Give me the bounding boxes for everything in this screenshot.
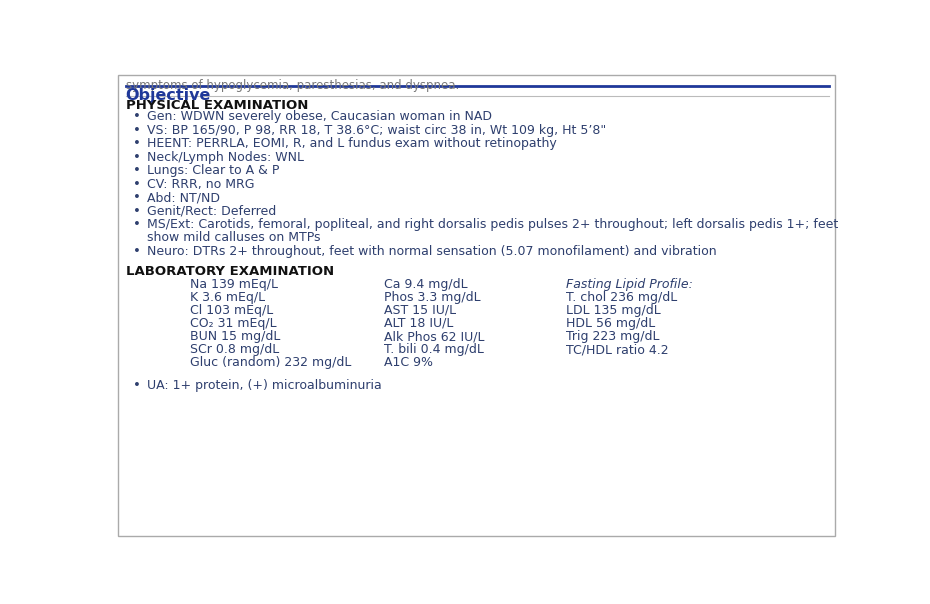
Text: CV: RRR, no MRG: CV: RRR, no MRG <box>147 178 255 191</box>
Text: Abd: NT/ND: Abd: NT/ND <box>147 191 220 204</box>
Text: CO₂ 31 mEq/L: CO₂ 31 mEq/L <box>190 317 276 330</box>
Text: Cl 103 mEq/L: Cl 103 mEq/L <box>190 304 273 317</box>
Text: Objective: Objective <box>126 88 211 103</box>
Text: A1C 9%: A1C 9% <box>383 356 432 369</box>
Text: K 3.6 mEq/L: K 3.6 mEq/L <box>190 291 265 304</box>
Text: •: • <box>133 150 141 164</box>
Text: •: • <box>133 191 141 204</box>
Text: •: • <box>133 124 141 137</box>
Text: show mild calluses on MTPs: show mild calluses on MTPs <box>147 231 321 245</box>
FancyBboxPatch shape <box>118 75 834 536</box>
Text: Phos 3.3 mg/dL: Phos 3.3 mg/dL <box>383 291 480 304</box>
Text: •: • <box>133 218 141 231</box>
Text: T. bili 0.4 mg/dL: T. bili 0.4 mg/dL <box>383 343 484 356</box>
Text: •: • <box>133 379 141 391</box>
Text: Fasting Lipid Profile:: Fasting Lipid Profile: <box>565 278 693 291</box>
Text: UA: 1+ protein, (+) microalbuminuria: UA: 1+ protein, (+) microalbuminuria <box>147 379 382 391</box>
Text: T. chol 236 mg/dL: T. chol 236 mg/dL <box>565 291 677 304</box>
Text: •: • <box>133 205 141 217</box>
Text: •: • <box>133 137 141 150</box>
Text: Trig 223 mg/dL: Trig 223 mg/dL <box>565 330 659 343</box>
Text: HEENT: PERRLA, EOMI, R, and L fundus exam without retinopathy: HEENT: PERRLA, EOMI, R, and L fundus exa… <box>147 137 557 150</box>
Text: BUN 15 mg/dL: BUN 15 mg/dL <box>190 330 280 343</box>
Text: SCr 0.8 mg/dL: SCr 0.8 mg/dL <box>190 343 279 356</box>
Text: Genit/Rect: Deferred: Genit/Rect: Deferred <box>147 205 276 217</box>
Text: •: • <box>133 110 141 123</box>
Text: ALT 18 IU/L: ALT 18 IU/L <box>383 317 453 330</box>
Text: HDL 56 mg/dL: HDL 56 mg/dL <box>565 317 655 330</box>
Text: •: • <box>133 245 141 258</box>
Text: Gen: WDWN severely obese, Caucasian woman in NAD: Gen: WDWN severely obese, Caucasian woma… <box>147 110 492 123</box>
Text: AST 15 IU/L: AST 15 IU/L <box>383 304 456 317</box>
Text: PHYSICAL EXAMINATION: PHYSICAL EXAMINATION <box>126 98 308 112</box>
Text: Neuro: DTRs 2+ throughout, feet with normal sensation (5.07 monofilament) and vi: Neuro: DTRs 2+ throughout, feet with nor… <box>147 245 717 258</box>
Text: •: • <box>133 164 141 177</box>
Text: symptoms of hypoglycemia, paresthesias, and dyspnea.: symptoms of hypoglycemia, paresthesias, … <box>126 79 458 92</box>
Text: TC/HDL ratio 4.2: TC/HDL ratio 4.2 <box>565 343 669 356</box>
Text: Ca 9.4 mg/dL: Ca 9.4 mg/dL <box>383 278 467 291</box>
Text: LDL 135 mg/dL: LDL 135 mg/dL <box>565 304 660 317</box>
Text: Neck/Lymph Nodes: WNL: Neck/Lymph Nodes: WNL <box>147 150 304 164</box>
Text: Na 139 mEq/L: Na 139 mEq/L <box>190 278 278 291</box>
Text: Gluc (random) 232 mg/dL: Gluc (random) 232 mg/dL <box>190 356 352 369</box>
Text: Alk Phos 62 IU/L: Alk Phos 62 IU/L <box>383 330 485 343</box>
Text: •: • <box>133 178 141 191</box>
Text: MS/Ext: Carotids, femoral, popliteal, and right dorsalis pedis pulses 2+ through: MS/Ext: Carotids, femoral, popliteal, an… <box>147 218 839 231</box>
Text: LABORATORY EXAMINATION: LABORATORY EXAMINATION <box>126 265 334 278</box>
Text: VS: BP 165/90, P 98, RR 18, T 38.6°C; waist circ 38 in, Wt 109 kg, Ht 5’8": VS: BP 165/90, P 98, RR 18, T 38.6°C; wa… <box>147 124 606 137</box>
Text: Lungs: Clear to A & P: Lungs: Clear to A & P <box>147 164 280 177</box>
